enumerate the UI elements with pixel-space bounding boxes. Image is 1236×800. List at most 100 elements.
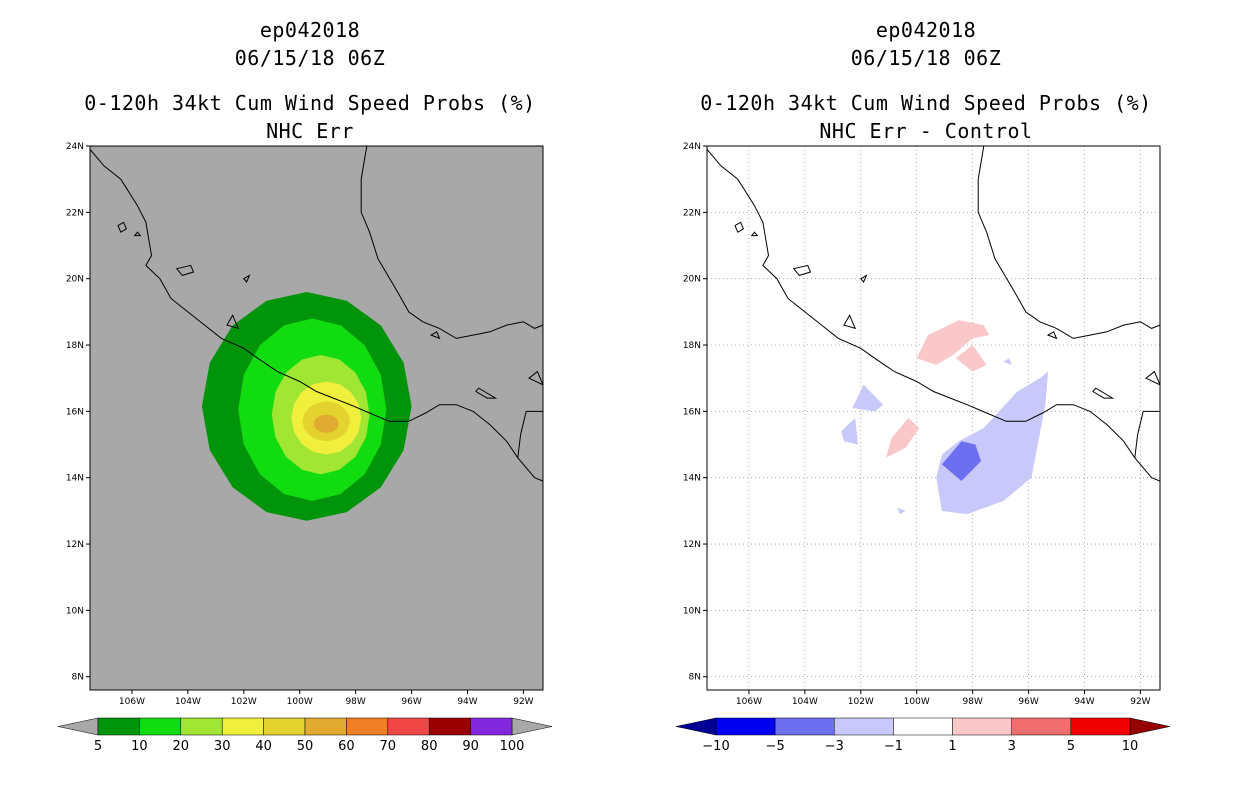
- x-tick-label: 92W: [1130, 697, 1150, 707]
- colorbar-label: 1: [948, 739, 956, 754]
- y-tick-label: 8N: [689, 673, 701, 683]
- colorbar-swatch: [304, 717, 347, 736]
- colorbar-label: 30: [214, 739, 231, 754]
- x-tick-label: 96W: [401, 697, 421, 707]
- x-tick-label: 106W: [119, 697, 145, 707]
- x-tick-label: 96W: [1018, 697, 1038, 707]
- left-title-product: 0-120h 34kt Cum Wind Speed Probs (%): [84, 91, 536, 115]
- difference-contour: [916, 320, 990, 365]
- difference-contour: [886, 418, 920, 458]
- colorbar-label: −10: [702, 739, 729, 754]
- colorbar-arrow-high: [1129, 717, 1171, 736]
- difference-contour: [852, 384, 884, 412]
- y-tick-label: 22N: [66, 208, 84, 218]
- lake-outline: [792, 264, 812, 276]
- colorbar-swatch: [139, 717, 182, 736]
- right-title-storm: ep042018: [875, 18, 977, 42]
- lake-outline: [243, 274, 251, 283]
- x-tick-label: 98W: [345, 697, 365, 707]
- lake-outline: [175, 264, 195, 276]
- colorbar-label: −5: [766, 739, 785, 754]
- colorbar-swatch: [893, 717, 953, 736]
- y-tick-label: 24N: [66, 142, 84, 152]
- colorbar-label: 50: [297, 739, 314, 754]
- border-line: [517, 410, 543, 458]
- lake-outline: [133, 231, 142, 237]
- colorbar-swatch: [263, 717, 306, 736]
- colorbar-swatch: [180, 717, 223, 736]
- lake-outline: [734, 221, 745, 233]
- x-tick-label: 98W: [962, 697, 982, 707]
- lake-outline: [860, 274, 868, 283]
- colorbar-swatch: [1011, 717, 1072, 736]
- gulf-coastline: [977, 146, 1160, 339]
- pacific-coastline: [707, 148, 1160, 482]
- y-tick-label: 24N: [683, 142, 701, 152]
- y-tick-label: 14N: [66, 474, 84, 484]
- x-tick-label: 102W: [848, 697, 874, 707]
- lake-outline: [1046, 331, 1058, 340]
- left-title-subtitle: NHC Err: [266, 119, 354, 143]
- colorbar-swatch: [470, 717, 513, 736]
- colorbar-label: 40: [255, 739, 272, 754]
- lake-outline: [226, 314, 240, 330]
- colorbar-label: 10: [1122, 739, 1139, 754]
- left-title-storm: ep042018: [259, 18, 361, 42]
- colorbar-arrow-low: [675, 717, 717, 736]
- colorbar-swatch: [952, 717, 1012, 736]
- y-tick-label: 20N: [66, 275, 84, 285]
- lake-outline: [475, 387, 498, 399]
- x-tick-label: 102W: [231, 697, 257, 707]
- colorbar-label: 90: [462, 739, 479, 754]
- colorbar-swatch: [387, 717, 430, 736]
- y-tick-label: 14N: [683, 474, 701, 484]
- left-map: 24N 22N 20N 18N 16N 14N 12N 10N 8N 106W 104W 102W 10…: [66, 142, 544, 707]
- right-title-product: 0-120h 34kt Cum Wind Speed Probs (%): [700, 91, 1152, 115]
- lake-outline: [843, 314, 857, 330]
- left-map-frame: [89, 145, 544, 691]
- right-title-subtitle: NHC Err - Control: [819, 119, 1033, 143]
- x-tick-label: 100W: [904, 697, 930, 707]
- colorbar-swatch: [834, 717, 894, 736]
- left-colorbar: 5 10 20 30 40 50 60 70 80 90 100: [57, 717, 553, 754]
- right-map-background: [707, 146, 1160, 690]
- y-tick-label: 12N: [683, 540, 701, 550]
- difference-contour: [936, 371, 1049, 515]
- colorbar-label: −3: [825, 739, 844, 754]
- y-tick-label: 16N: [66, 407, 84, 417]
- colorbar-swatch: [428, 717, 471, 736]
- colorbar-swatch: [1070, 717, 1131, 736]
- x-tick-label: 104W: [792, 697, 818, 707]
- colorbar-arrow-high: [511, 717, 553, 736]
- gulf-coastline: [360, 146, 543, 339]
- right-map-frame: [706, 145, 1161, 691]
- border-line: [1134, 410, 1160, 458]
- lake-outline: [528, 370, 543, 386]
- x-tick-label: 92W: [513, 697, 533, 707]
- right-colorbar: −10 −5 −3 −1 1 3 5 10: [675, 717, 1171, 754]
- colorbar-swatch: [715, 717, 776, 736]
- colorbar-swatch: [97, 717, 140, 736]
- y-tick-label: 8N: [72, 673, 84, 683]
- colorbar-label: 5: [94, 739, 102, 754]
- right-map: 24N 22N 20N 18N 16N 14N 12N 10N 8N 106W 104W 102W 10…: [683, 142, 1161, 707]
- colorbar-label: 3: [1008, 739, 1016, 754]
- lake-outline: [117, 221, 128, 233]
- y-tick-label: 16N: [683, 407, 701, 417]
- colorbar-swatch: [221, 717, 264, 736]
- lake-outline: [750, 231, 759, 237]
- y-tick-label: 12N: [66, 540, 84, 550]
- difference-contour: [955, 345, 987, 372]
- difference-contour: [841, 418, 858, 445]
- difference-contour: [897, 507, 906, 515]
- lake-outline: [429, 331, 441, 340]
- x-tick-label: 94W: [457, 697, 477, 707]
- contour-level-50: [313, 414, 339, 433]
- y-tick-label: 10N: [683, 606, 701, 616]
- y-tick-label: 18N: [66, 341, 84, 351]
- pacific-coastline: [90, 148, 543, 482]
- lake-outline: [1145, 370, 1160, 386]
- difference-contour: [1003, 358, 1012, 365]
- y-tick-label: 20N: [683, 275, 701, 285]
- right-title-date: 06/15/18 06Z: [850, 46, 1002, 70]
